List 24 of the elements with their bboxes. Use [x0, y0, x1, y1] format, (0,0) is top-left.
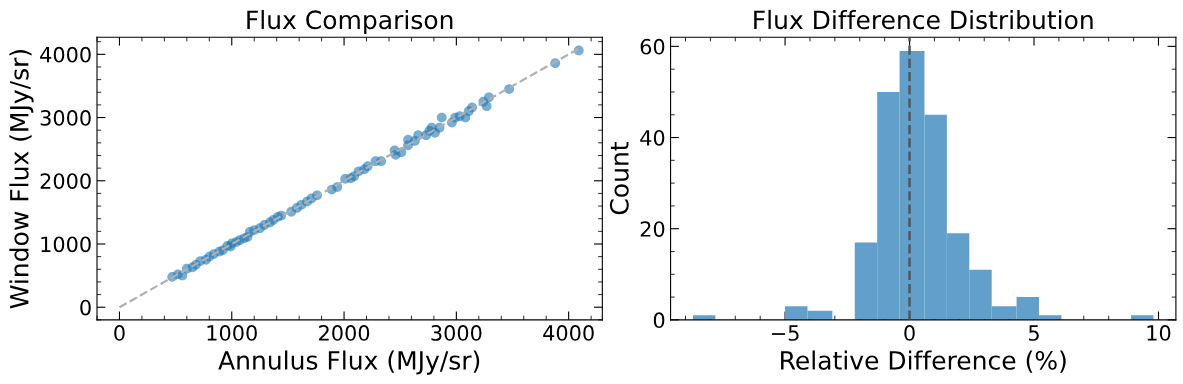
y-tick-label: 1000: [41, 236, 91, 253]
x-tick-label: 4000: [543, 325, 594, 341]
chart-title: Flux Difference Distribution: [754, 9, 1093, 30]
x-tick-label: 2000: [319, 325, 370, 341]
x-axis-title: Relative Difference (%): [781, 350, 1066, 373]
y-axis-title: Count: [609, 142, 629, 215]
x-tick-label: 0: [114, 325, 125, 341]
y-tick-label: 2000: [40, 173, 91, 189]
x-tick-label: 3000: [431, 325, 482, 341]
y-tick-label: 0: [80, 299, 91, 316]
x-tick-label: 5: [1028, 325, 1039, 341]
y-tick-label: 40: [640, 129, 665, 146]
chart-title: Flux Comparison: [247, 9, 453, 35]
y-tick-label: 0: [653, 312, 665, 329]
y-tick-label: 4000: [40, 46, 91, 63]
y-tick-label: 60: [640, 38, 665, 55]
y-axis-title: Window Flux (MJy/sr): [9, 50, 34, 309]
y-tick-label: 20: [640, 221, 665, 237]
y-tick-label: 3000: [40, 110, 91, 126]
x-tick-label: 10: [1147, 325, 1171, 341]
x-tick-label: 0: [904, 325, 915, 341]
x-tick-label: −5: [771, 325, 799, 341]
x-tick-label: 1000: [207, 325, 257, 341]
x-axis-title: Annulus Flux (MJy/sr): [218, 350, 480, 375]
